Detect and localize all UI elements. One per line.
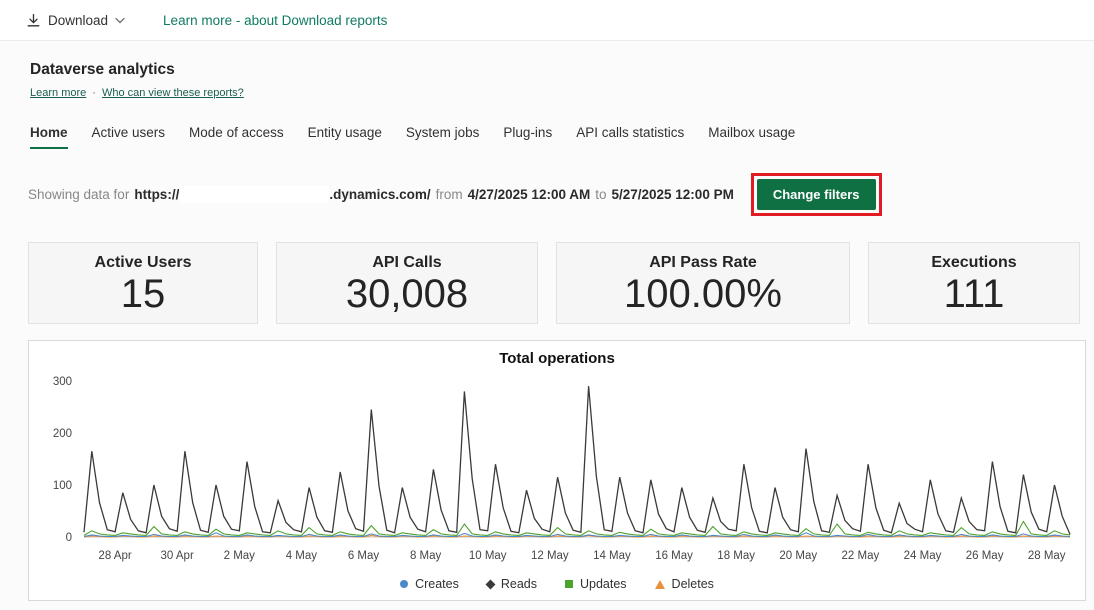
deletes-marker-icon bbox=[654, 579, 665, 589]
env-url-scheme: https:// bbox=[134, 187, 180, 202]
showing-data-label: Showing data for bbox=[28, 187, 130, 202]
metric-title: API Pass Rate bbox=[649, 254, 757, 271]
svg-text:6 May: 6 May bbox=[348, 550, 380, 562]
svg-text:12 May: 12 May bbox=[531, 550, 569, 562]
svg-text:2 May: 2 May bbox=[224, 550, 256, 562]
svg-text:16 May: 16 May bbox=[655, 550, 693, 562]
redacted-url-block bbox=[179, 186, 330, 203]
annotation-highlight-box: Change filters bbox=[750, 173, 882, 216]
to-label: to bbox=[595, 187, 607, 202]
svg-text:28 May: 28 May bbox=[1028, 550, 1066, 562]
from-label: from bbox=[435, 187, 463, 202]
legend-item-creates: Creates bbox=[400, 577, 459, 591]
legend-item-updates: Updates bbox=[564, 577, 627, 591]
total-operations-chart: 0 100 200 300 28 Apr 30 Apr 2 May 4 May 6 May 8 M… bbox=[53, 376, 1071, 562]
download-icon bbox=[27, 13, 40, 26]
svg-text:28 Apr: 28 Apr bbox=[98, 550, 131, 562]
svg-text:4 May: 4 May bbox=[286, 550, 318, 562]
svg-text:20 May: 20 May bbox=[779, 550, 817, 562]
tab-mode-of-access[interactable]: Mode of access bbox=[189, 125, 284, 140]
metric-title: Active Users bbox=[94, 254, 192, 271]
header-links: Learn more · Who can view these reports? bbox=[30, 87, 1094, 99]
tab-home[interactable]: Home bbox=[30, 125, 68, 149]
metric-value: 100.00% bbox=[624, 272, 782, 316]
metric-value: 15 bbox=[120, 272, 166, 316]
download-label: Download bbox=[48, 12, 109, 28]
metric-value: 30,008 bbox=[345, 272, 469, 316]
learn-more-link[interactable]: Learn more bbox=[30, 87, 87, 99]
chevron-down-icon bbox=[115, 17, 125, 23]
metric-cards-row: Active Users 15 API Calls 30,008 API Pas… bbox=[28, 242, 1094, 324]
filter-summary-row: Showing data for https:// .dynamics.com/… bbox=[28, 173, 1094, 216]
legend-label-updates: Updates bbox=[579, 577, 627, 591]
tab-plug-ins[interactable]: Plug-ins bbox=[503, 125, 553, 140]
svg-text:8 May: 8 May bbox=[410, 550, 442, 562]
tab-active-users[interactable]: Active users bbox=[91, 125, 166, 140]
svg-text:14 May: 14 May bbox=[593, 550, 631, 562]
start-datetime: 4/27/2025 12:00 AM bbox=[467, 187, 591, 202]
svg-text:18 May: 18 May bbox=[717, 550, 755, 562]
metric-card-api-calls: API Calls 30,008 bbox=[276, 242, 538, 324]
metric-value: 111 bbox=[943, 272, 1005, 316]
legend-item-reads: Reads bbox=[485, 577, 537, 591]
legend-item-deletes: Deletes bbox=[654, 577, 714, 591]
chart-legend: Creates Reads Updates Deletes bbox=[29, 577, 1085, 591]
legend-label-reads: Reads bbox=[500, 577, 537, 591]
reads-marker-icon bbox=[485, 579, 496, 589]
chart-title: Total operations bbox=[499, 350, 615, 367]
legend-label-creates: Creates bbox=[415, 577, 459, 591]
svg-text:10 May: 10 May bbox=[469, 550, 507, 562]
end-datetime: 5/27/2025 12:00 PM bbox=[611, 187, 734, 202]
page-title: Dataverse analytics bbox=[30, 61, 175, 78]
tab-api-calls-statistics[interactable]: API calls statistics bbox=[576, 125, 685, 140]
metric-card-active-users: Active Users 15 bbox=[28, 242, 258, 324]
svg-text:200: 200 bbox=[53, 428, 72, 440]
download-button[interactable]: Download bbox=[26, 13, 125, 28]
updates-marker-icon bbox=[564, 580, 573, 588]
total-operations-panel: Total operations 0 100 200 300 28 Apr 30 Apr 2… bbox=[28, 340, 1086, 601]
svg-text:24 May: 24 May bbox=[904, 550, 942, 562]
svg-text:100: 100 bbox=[53, 480, 72, 492]
metric-card-api-pass-rate: API Pass Rate 100.00% bbox=[556, 242, 850, 324]
svg-text:0: 0 bbox=[66, 532, 72, 544]
metric-card-executions: Executions 111 bbox=[868, 242, 1080, 324]
svg-text:30 Apr: 30 Apr bbox=[161, 550, 194, 562]
top-toolbar: Download Learn more - about Download rep… bbox=[0, 0, 1094, 40]
creates-marker-icon bbox=[400, 580, 409, 588]
tab-entity-usage[interactable]: Entity usage bbox=[307, 125, 382, 140]
svg-text:300: 300 bbox=[53, 376, 72, 388]
svg-text:22 May: 22 May bbox=[842, 550, 880, 562]
change-filters-button[interactable]: Change filters bbox=[756, 179, 876, 210]
metric-title: API Calls bbox=[372, 254, 442, 271]
download-reports-learn-more-link[interactable]: Learn more - about Download reports bbox=[163, 12, 388, 28]
separator-dot: · bbox=[92, 87, 96, 99]
main-content: Dataverse analytics Learn more · Who can… bbox=[0, 40, 1094, 610]
legend-label-deletes: Deletes bbox=[671, 577, 714, 591]
tab-mailbox-usage[interactable]: Mailbox usage bbox=[708, 125, 796, 140]
svg-text:26 May: 26 May bbox=[966, 550, 1004, 562]
env-url-suffix: .dynamics.com/ bbox=[329, 187, 431, 202]
metric-title: Executions bbox=[931, 254, 1017, 271]
who-can-view-link[interactable]: Who can view these reports? bbox=[101, 87, 244, 99]
tab-system-jobs[interactable]: System jobs bbox=[405, 125, 480, 140]
report-tabs: Home Active users Mode of access Entity … bbox=[30, 125, 1094, 149]
